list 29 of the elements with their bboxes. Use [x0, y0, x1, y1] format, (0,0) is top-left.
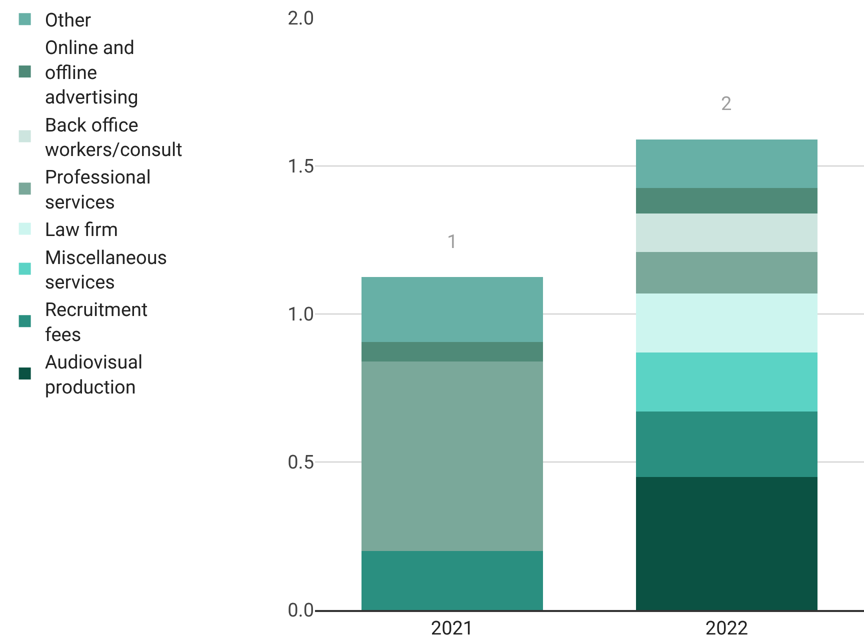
total-label: 1 — [447, 230, 458, 253]
legend-label: Miscellaneous services — [44, 246, 168, 294]
bar — [636, 213, 818, 252]
bar — [362, 550, 543, 610]
bar — [636, 352, 818, 412]
legend-label: Online and offline advertising — [44, 36, 138, 109]
y-tick-label: 1.0 — [288, 302, 314, 326]
bar — [362, 277, 543, 342]
y-tick-label: 0.0 — [288, 598, 314, 622]
y-tick-label: 2.0 — [288, 6, 314, 30]
legend-label: Back office workers/consult — [44, 113, 182, 161]
total-label: 2 — [721, 92, 732, 115]
x-tick-label: 2021 — [430, 616, 474, 640]
bar — [636, 188, 818, 214]
bar — [636, 412, 818, 477]
bar — [362, 342, 543, 362]
x-tick-label: 2022 — [705, 616, 748, 640]
bar — [636, 476, 818, 610]
bar — [636, 252, 818, 294]
bar — [362, 361, 543, 551]
legend-label: Recruitment fees — [44, 298, 148, 346]
legend-label: Professional services — [44, 166, 151, 214]
y-tick-label: 1.5 — [288, 154, 314, 178]
bar — [636, 139, 818, 188]
legend-label: Other — [44, 8, 92, 32]
legend-label: Law firm — [44, 218, 118, 242]
bar — [636, 293, 818, 352]
legend-label: Audiovisual production — [44, 350, 143, 398]
y-tick-label: 0.5 — [288, 450, 314, 474]
